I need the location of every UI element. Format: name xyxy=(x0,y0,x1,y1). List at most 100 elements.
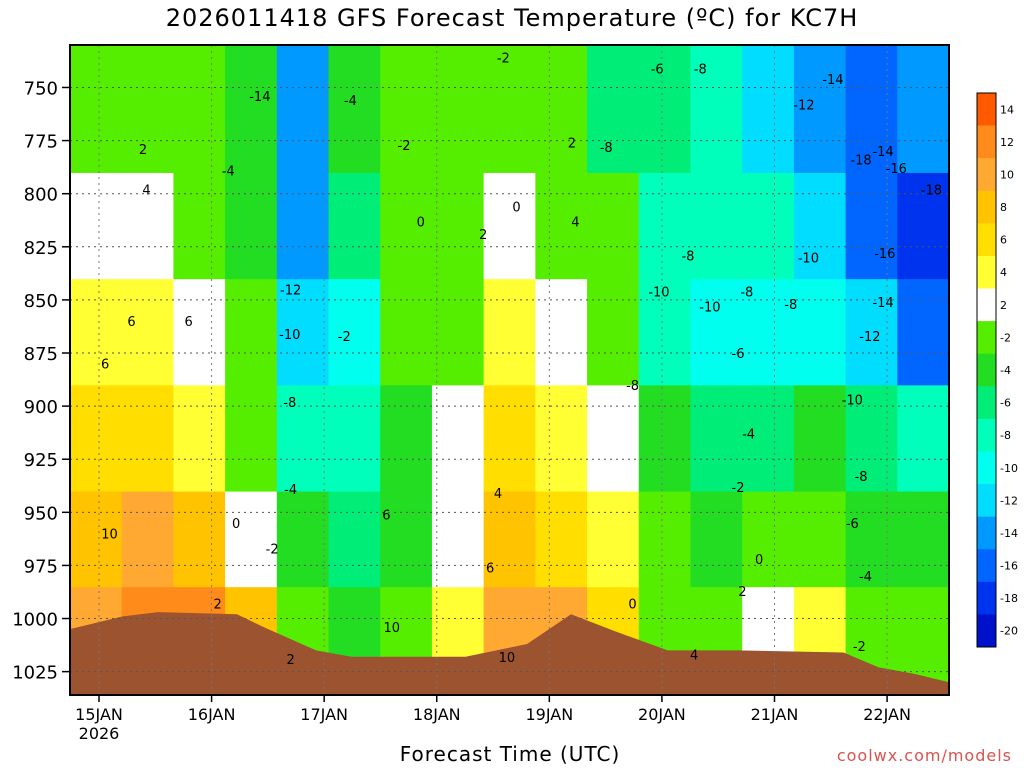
contour-label: -8 xyxy=(626,379,639,394)
plot-area xyxy=(70,45,949,695)
heatmap-cell xyxy=(793,172,847,280)
colorbar-swatch xyxy=(977,190,996,224)
heatmap-cell xyxy=(690,491,743,588)
heatmap-cell xyxy=(793,384,847,492)
contour-label: 2 xyxy=(139,143,147,158)
heatmap-cell xyxy=(535,278,588,386)
contour-label: -6 xyxy=(732,347,745,362)
plot-frame xyxy=(69,44,950,696)
heatmap-cell xyxy=(483,172,536,280)
heatmap-cell xyxy=(535,172,588,280)
heatmap-cell xyxy=(845,172,898,280)
heatmap-cell xyxy=(173,172,226,280)
contour-label: -14 xyxy=(872,145,893,160)
y-tick-label: 825 xyxy=(24,238,58,259)
heatmap-cell xyxy=(690,45,743,173)
contour-label: -8 xyxy=(681,249,694,264)
colorbar-swatch xyxy=(977,484,996,517)
x-tick-label: 22JAN xyxy=(863,705,911,724)
heatmap-cell xyxy=(70,491,123,588)
heatmap-cell xyxy=(742,384,795,492)
heatmap-cell xyxy=(897,172,949,280)
x-axis: 15JAN 16JAN 17JAN 18JAN 19JAN 20JAN 21JAN 22JAN… xyxy=(75,695,911,743)
contour-label: 6 xyxy=(486,562,494,577)
contour-label: 6 xyxy=(185,315,193,330)
contour-label: 4 xyxy=(494,487,502,502)
colorbar-swatch xyxy=(977,158,996,192)
heatmap-cell xyxy=(328,491,381,588)
colorbar-level-label: 4 xyxy=(1000,266,1007,279)
colorbar-swatch xyxy=(977,516,996,550)
colorbar-swatch xyxy=(977,353,996,387)
heatmap-cell xyxy=(483,384,536,492)
contour-label: -8 xyxy=(740,285,753,300)
contour-label: 2 xyxy=(738,585,746,600)
contour-label: 10 xyxy=(101,528,118,543)
contour-label: -2 xyxy=(338,330,351,345)
heatmap-cell xyxy=(845,491,898,588)
heatmap-cell xyxy=(587,45,640,173)
heatmap-cell xyxy=(173,384,226,492)
colorbar-swatch xyxy=(977,125,996,159)
heatmap-cell xyxy=(121,172,174,280)
colorbar-level-label: -16 xyxy=(1000,560,1018,573)
contour-label: -8 xyxy=(283,396,296,411)
heatmap-cell xyxy=(845,45,898,173)
heatmap-cell xyxy=(638,278,691,386)
heatmap-cell xyxy=(638,491,691,588)
heatmap-cell xyxy=(70,384,123,492)
contour-label: -18 xyxy=(921,183,942,198)
y-tick-label: 900 xyxy=(24,397,58,418)
colorbar-level-label: -2 xyxy=(1000,331,1011,344)
colorbar-swatch xyxy=(977,255,996,289)
heatmap-cell xyxy=(742,491,795,588)
colorbar-level-label: -14 xyxy=(1000,527,1018,540)
colorbar-level-label: -4 xyxy=(1000,364,1011,377)
heatmap-cell xyxy=(276,278,330,386)
heatmap-cell xyxy=(121,491,174,588)
colorbar-level-label: -6 xyxy=(1000,397,1011,410)
heatmap-cell xyxy=(587,384,640,492)
x-year-label: 2026 xyxy=(79,724,120,743)
colorbar-swatch xyxy=(977,451,996,485)
heatmap-cell xyxy=(535,384,588,492)
source-credit: coolwx.com/models xyxy=(836,746,1012,765)
contour-label: 0 xyxy=(232,517,240,532)
contour-label: 0 xyxy=(512,200,520,215)
contour-label: -8 xyxy=(600,141,613,156)
heatmap-cell xyxy=(70,278,123,386)
colorbar-swatch xyxy=(977,386,996,420)
terrain-area xyxy=(70,612,949,695)
colorbar-level-label: -12 xyxy=(1000,494,1018,507)
contour-label: 4 xyxy=(571,215,579,230)
gridlines xyxy=(70,45,949,695)
heatmap-cell xyxy=(690,384,743,492)
contour-label: 10 xyxy=(499,651,516,666)
contour-label: 0 xyxy=(628,598,636,613)
contour-label: -4 xyxy=(742,428,755,443)
chart-title: 2026011418 GFS Forecast Temperature (ºC)… xyxy=(165,4,859,32)
heatmap-cell xyxy=(70,45,123,173)
heatmap-cell xyxy=(276,172,330,280)
contour-label: -12 xyxy=(280,283,301,298)
contour-label: 6 xyxy=(127,315,135,330)
y-tick-label: 775 xyxy=(24,132,58,153)
heatmap-cell xyxy=(638,172,691,280)
colorbar-level-label: -18 xyxy=(1000,592,1018,605)
heatmap-cell xyxy=(225,172,278,280)
heatmap-cell xyxy=(225,45,278,173)
y-tick-label: 975 xyxy=(24,556,58,577)
colorbar-swatch xyxy=(977,549,996,583)
heatmap-cell xyxy=(225,384,278,492)
colorbar-level-label: -8 xyxy=(1000,429,1011,442)
contour-label: -16 xyxy=(874,247,895,262)
heatmap-cell xyxy=(587,172,640,280)
contour-label: -14 xyxy=(872,296,893,311)
heatmap-cell xyxy=(431,172,485,280)
contour-label: 10 xyxy=(383,621,400,636)
heatmap-cell xyxy=(638,45,691,173)
heatmap-cell xyxy=(380,45,433,173)
contour-label: -12 xyxy=(859,330,880,345)
contour-label: -6 xyxy=(651,62,664,77)
colorbar-level-label: 8 xyxy=(1000,201,1007,214)
